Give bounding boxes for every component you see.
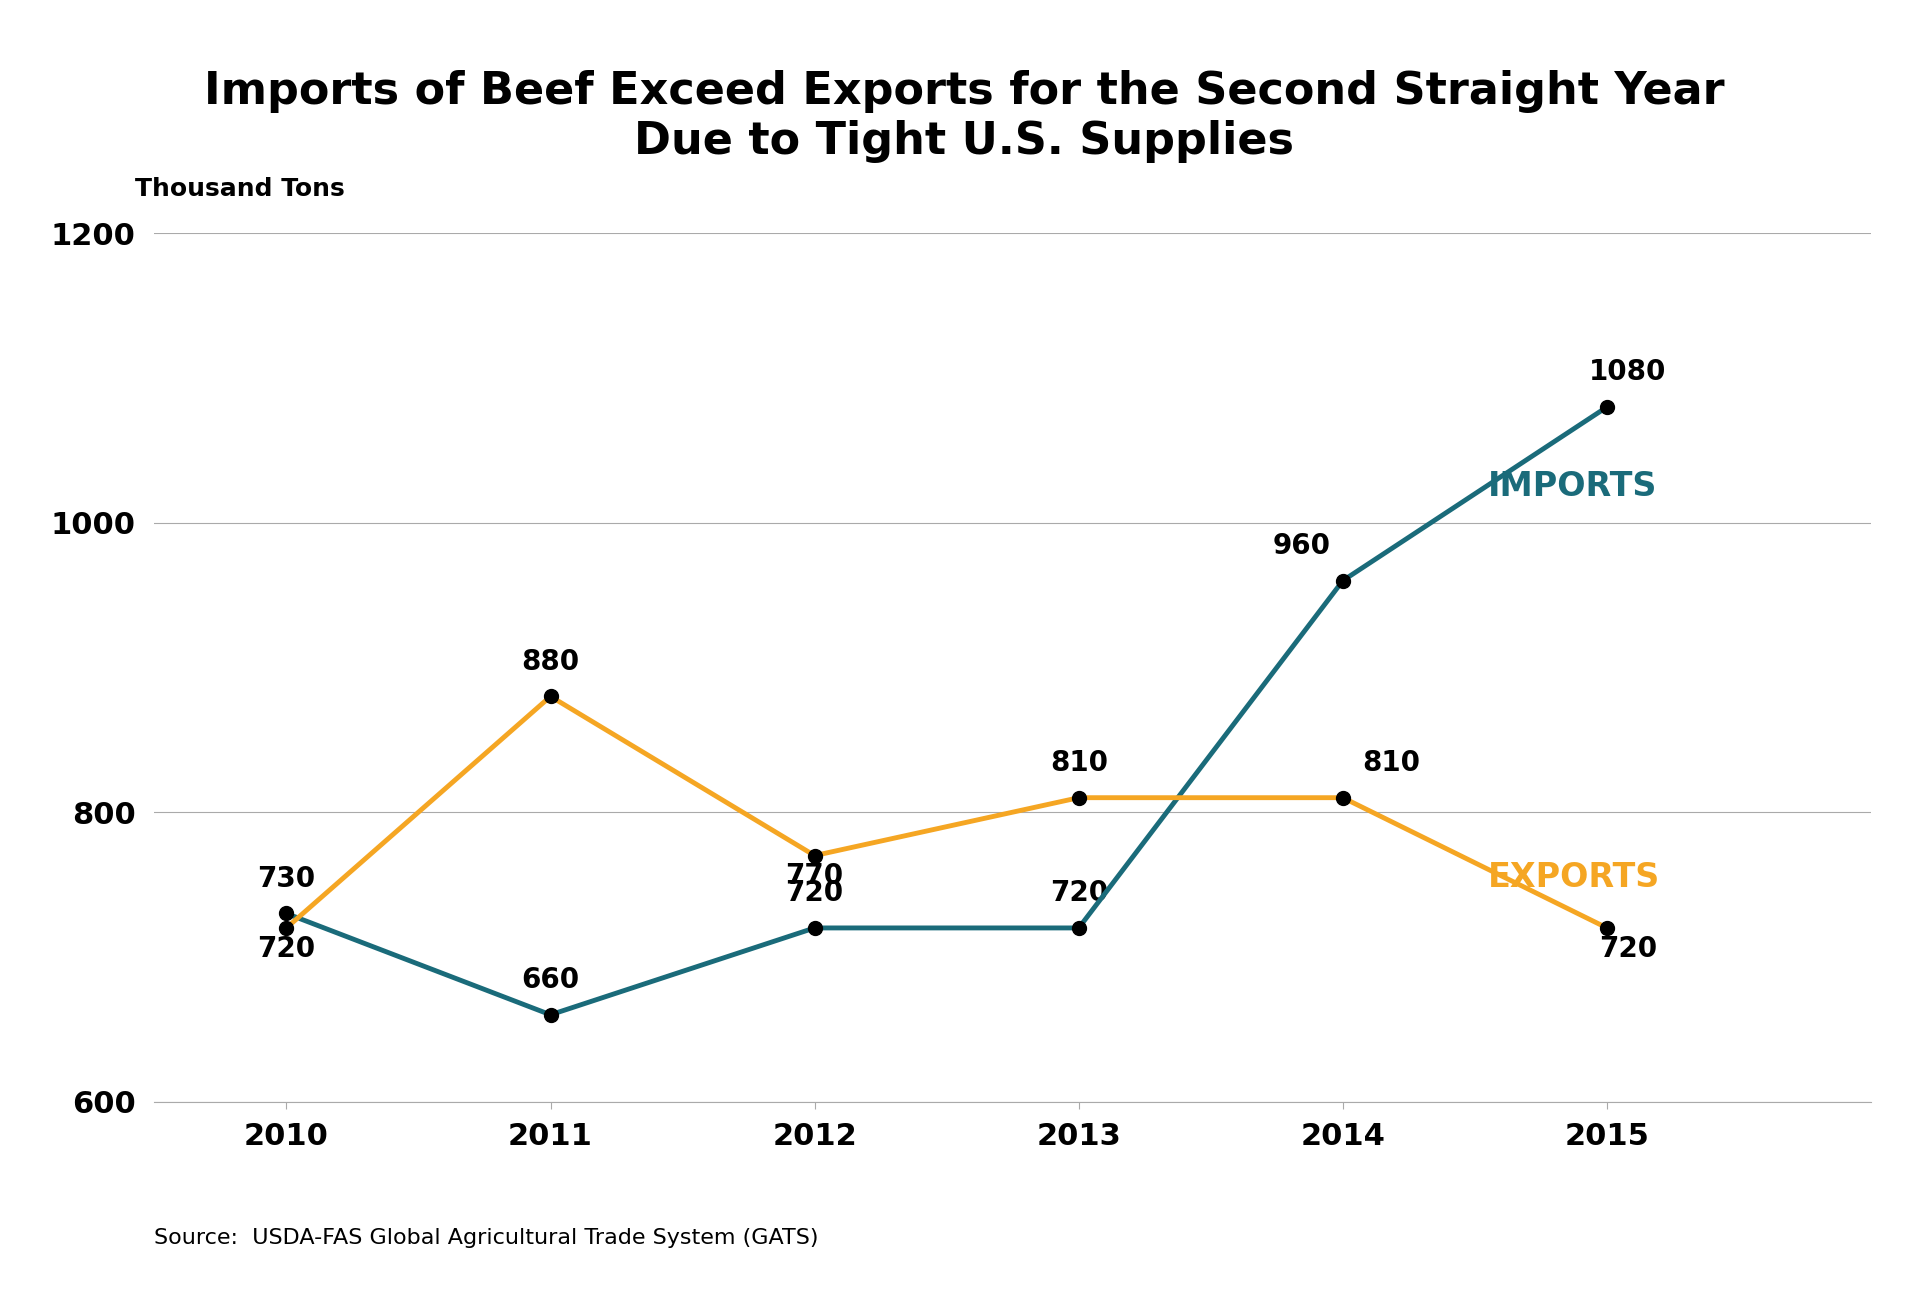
Text: Thousand Tons: Thousand Tons (135, 176, 345, 201)
Text: 720: 720 (1049, 879, 1107, 907)
Text: 1080: 1080 (1589, 358, 1667, 386)
Text: 770: 770 (785, 862, 843, 890)
Text: IMPORTS: IMPORTS (1487, 470, 1657, 503)
Text: 720: 720 (1599, 934, 1657, 963)
Text: 720: 720 (257, 934, 316, 963)
Text: 720: 720 (785, 879, 843, 907)
Text: 960: 960 (1273, 531, 1331, 560)
Text: 810: 810 (1049, 749, 1107, 776)
Text: 660: 660 (521, 966, 579, 994)
Text: 810: 810 (1362, 749, 1420, 776)
Text: Imports of Beef Exceed Exports for the Second Straight Year
Due to Tight U.S. Su: Imports of Beef Exceed Exports for the S… (204, 70, 1725, 163)
Text: EXPORTS: EXPORTS (1487, 861, 1661, 894)
Text: Source:  USDA-FAS Global Agricultural Trade System (GATS): Source: USDA-FAS Global Agricultural Tra… (154, 1229, 818, 1248)
Text: 880: 880 (521, 648, 579, 675)
Text: 730: 730 (257, 864, 316, 893)
